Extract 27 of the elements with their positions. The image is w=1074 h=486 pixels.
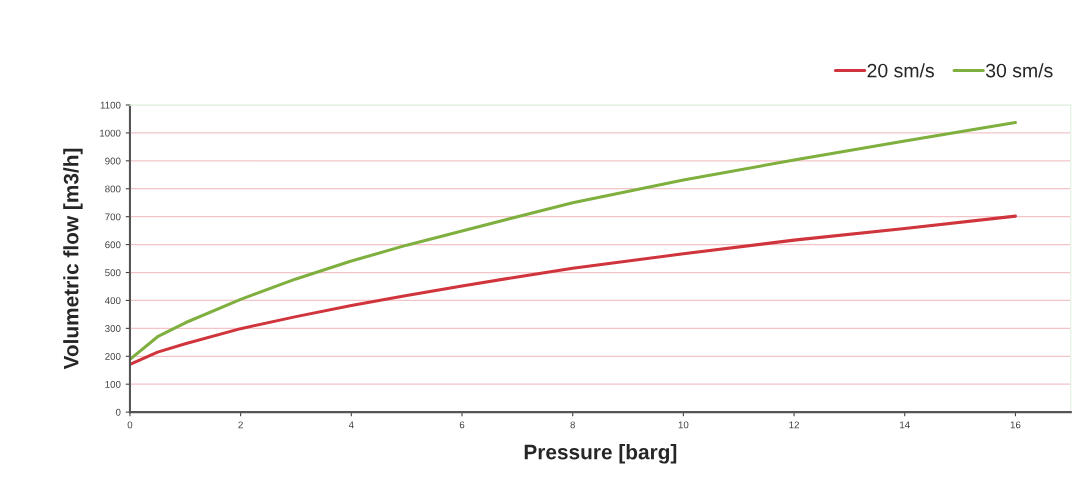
x-tick-label: 0 [127, 421, 133, 429]
x-tick-label: 16 [1010, 421, 1021, 429]
line-series [129, 121, 1017, 361]
y-tick-label: 200 [105, 353, 121, 360]
y-tick-label: 600 [105, 241, 121, 249]
legend-label: 20 sm/s [867, 63, 934, 78]
y-tick-label: 800 [105, 185, 121, 193]
legend-label: 30 sm/s [985, 63, 1053, 78]
y-tick-label: 300 [105, 325, 121, 332]
x-tick-label: 6 [459, 421, 465, 429]
y-tick-label: 0 [115, 408, 121, 416]
y-tick-label: 400 [104, 297, 121, 305]
line-series [129, 214, 1017, 366]
x-tick-label: 12 [789, 421, 799, 429]
x-axis-title: Pressure [barg] [524, 444, 677, 464]
y-tick-label: 500 [105, 269, 121, 277]
y-tick-label: 1000 [100, 129, 121, 137]
y-tick-label: 700 [105, 213, 121, 221]
x-tick-label: 14 [900, 421, 910, 429]
x-tick-label: 10 [678, 421, 689, 429]
y-tick-label: 100 [105, 380, 121, 388]
x-tick-label: 4 [348, 421, 354, 429]
y-tick-label: 1100 [100, 101, 121, 109]
y-axis-title: Volumetric flow [m3/h] [63, 148, 83, 370]
y-tick-label: 900 [105, 157, 121, 165]
x-tick-label: 2 [238, 421, 243, 429]
x-tick-label: 8 [570, 421, 575, 429]
